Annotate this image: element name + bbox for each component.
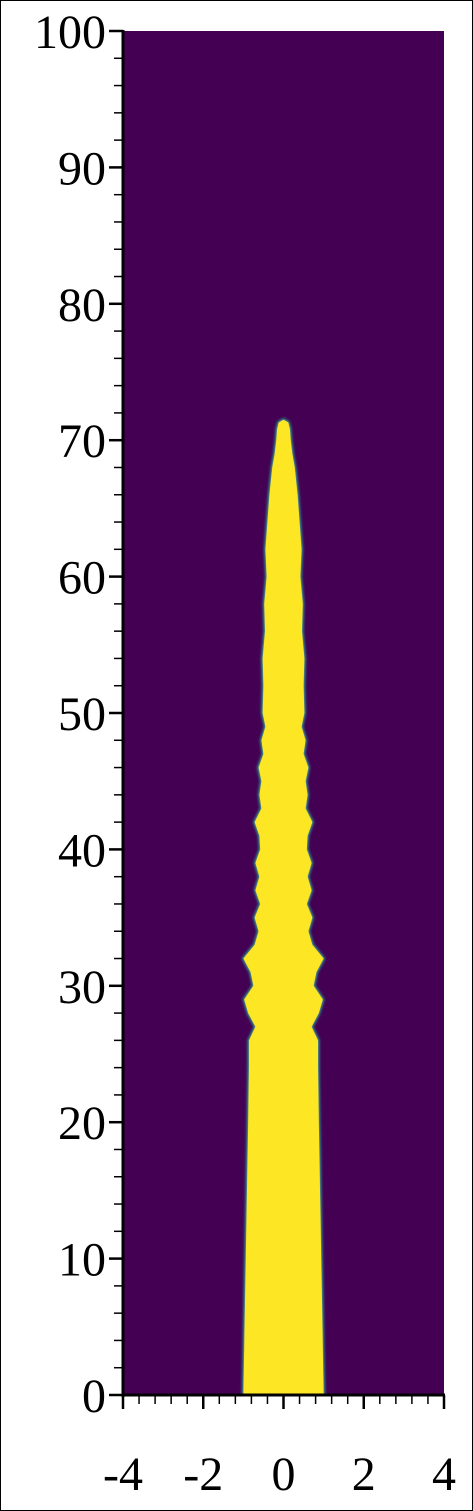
y-tick-label: 60 bbox=[58, 552, 106, 605]
y-tick-label: 10 bbox=[58, 1234, 106, 1287]
y-tick-label: 100 bbox=[34, 6, 106, 59]
y-tick-label: 0 bbox=[82, 1370, 106, 1423]
x-tick-label: 4 bbox=[432, 1448, 456, 1501]
x-tick-label: 0 bbox=[272, 1448, 296, 1501]
y-tick-label: 40 bbox=[58, 824, 106, 877]
y-tick-label: 90 bbox=[58, 142, 106, 195]
y-tick-label: 80 bbox=[58, 279, 106, 332]
y-tick-label: 50 bbox=[58, 688, 106, 741]
tick-labels: 0 10 20 30 40 50 60 70 80 90 100 -4 -2 0 2 4 bbox=[34, 6, 456, 1501]
jet-region bbox=[241, 418, 326, 1395]
y-tick-label: 70 bbox=[58, 415, 106, 468]
y-tick-label: 30 bbox=[58, 961, 106, 1014]
jet-core bbox=[243, 419, 324, 1395]
x-tick-label: -4 bbox=[103, 1448, 143, 1501]
ticks bbox=[109, 29, 446, 1409]
y-tick-label: 20 bbox=[58, 1097, 106, 1150]
x-tick-label: 2 bbox=[352, 1448, 376, 1501]
x-tick-label: -2 bbox=[183, 1448, 223, 1501]
